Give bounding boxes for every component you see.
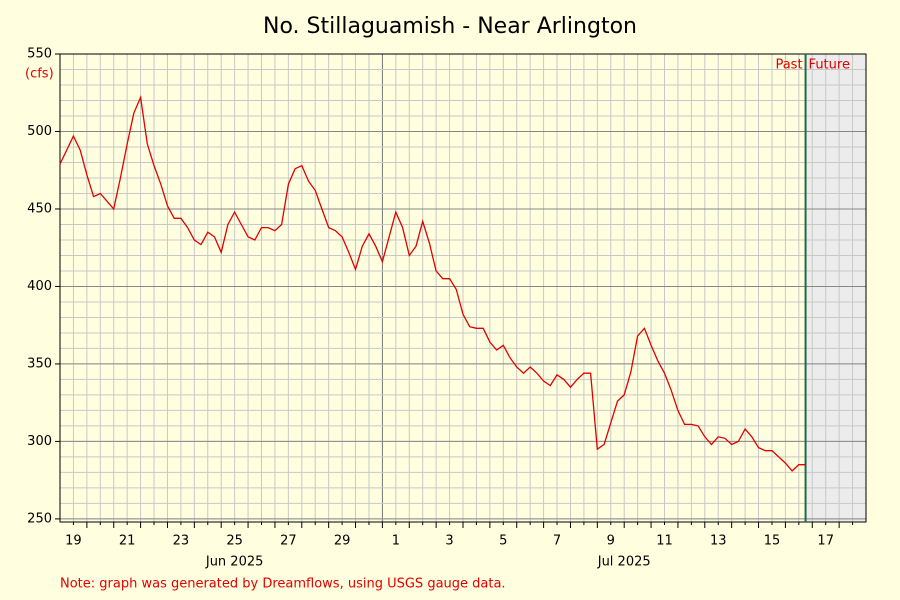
chart-title: No. Stillaguamish - Near Arlington bbox=[263, 14, 637, 39]
x-tick-label: 11 bbox=[656, 534, 673, 549]
x-tick-label: 9 bbox=[607, 534, 615, 549]
y-tick-label: 400 bbox=[27, 279, 52, 294]
y-tick-label: 450 bbox=[27, 201, 52, 216]
y-tick-label: 500 bbox=[27, 124, 52, 139]
x-tick-label: 7 bbox=[553, 534, 561, 549]
past-label: Past bbox=[775, 58, 802, 73]
x-tick-label: 3 bbox=[445, 534, 453, 549]
y-tick-label: 550 bbox=[27, 47, 52, 62]
x-tick-label: 21 bbox=[119, 534, 136, 549]
x-tick-label: 25 bbox=[226, 534, 243, 549]
x-tick-label: 5 bbox=[499, 534, 507, 549]
x-tick-label: 23 bbox=[173, 534, 190, 549]
x-tick-label: 15 bbox=[764, 534, 781, 549]
y-unit-label: (cfs) bbox=[25, 67, 54, 82]
plot-border bbox=[59, 53, 867, 523]
x-tick-label: 19 bbox=[65, 534, 82, 549]
y-tick-label: 250 bbox=[27, 511, 52, 526]
y-tick-label: 300 bbox=[27, 434, 52, 449]
x-tick-label: 13 bbox=[710, 534, 727, 549]
note: Note: graph was generated by Dreamflows,… bbox=[60, 577, 506, 592]
x-tick-label: 29 bbox=[334, 534, 351, 549]
x-tick-label: 1 bbox=[392, 534, 400, 549]
x-tick-label: 27 bbox=[280, 534, 297, 549]
month-label: Jun 2025 bbox=[205, 555, 264, 570]
x-tick-label: 17 bbox=[817, 534, 834, 549]
flow-line bbox=[59, 95, 806, 472]
future-label: Future bbox=[809, 58, 850, 73]
future-region bbox=[805, 54, 866, 522]
month-label: Jul 2025 bbox=[597, 555, 651, 570]
y-tick-label: 350 bbox=[27, 356, 52, 371]
